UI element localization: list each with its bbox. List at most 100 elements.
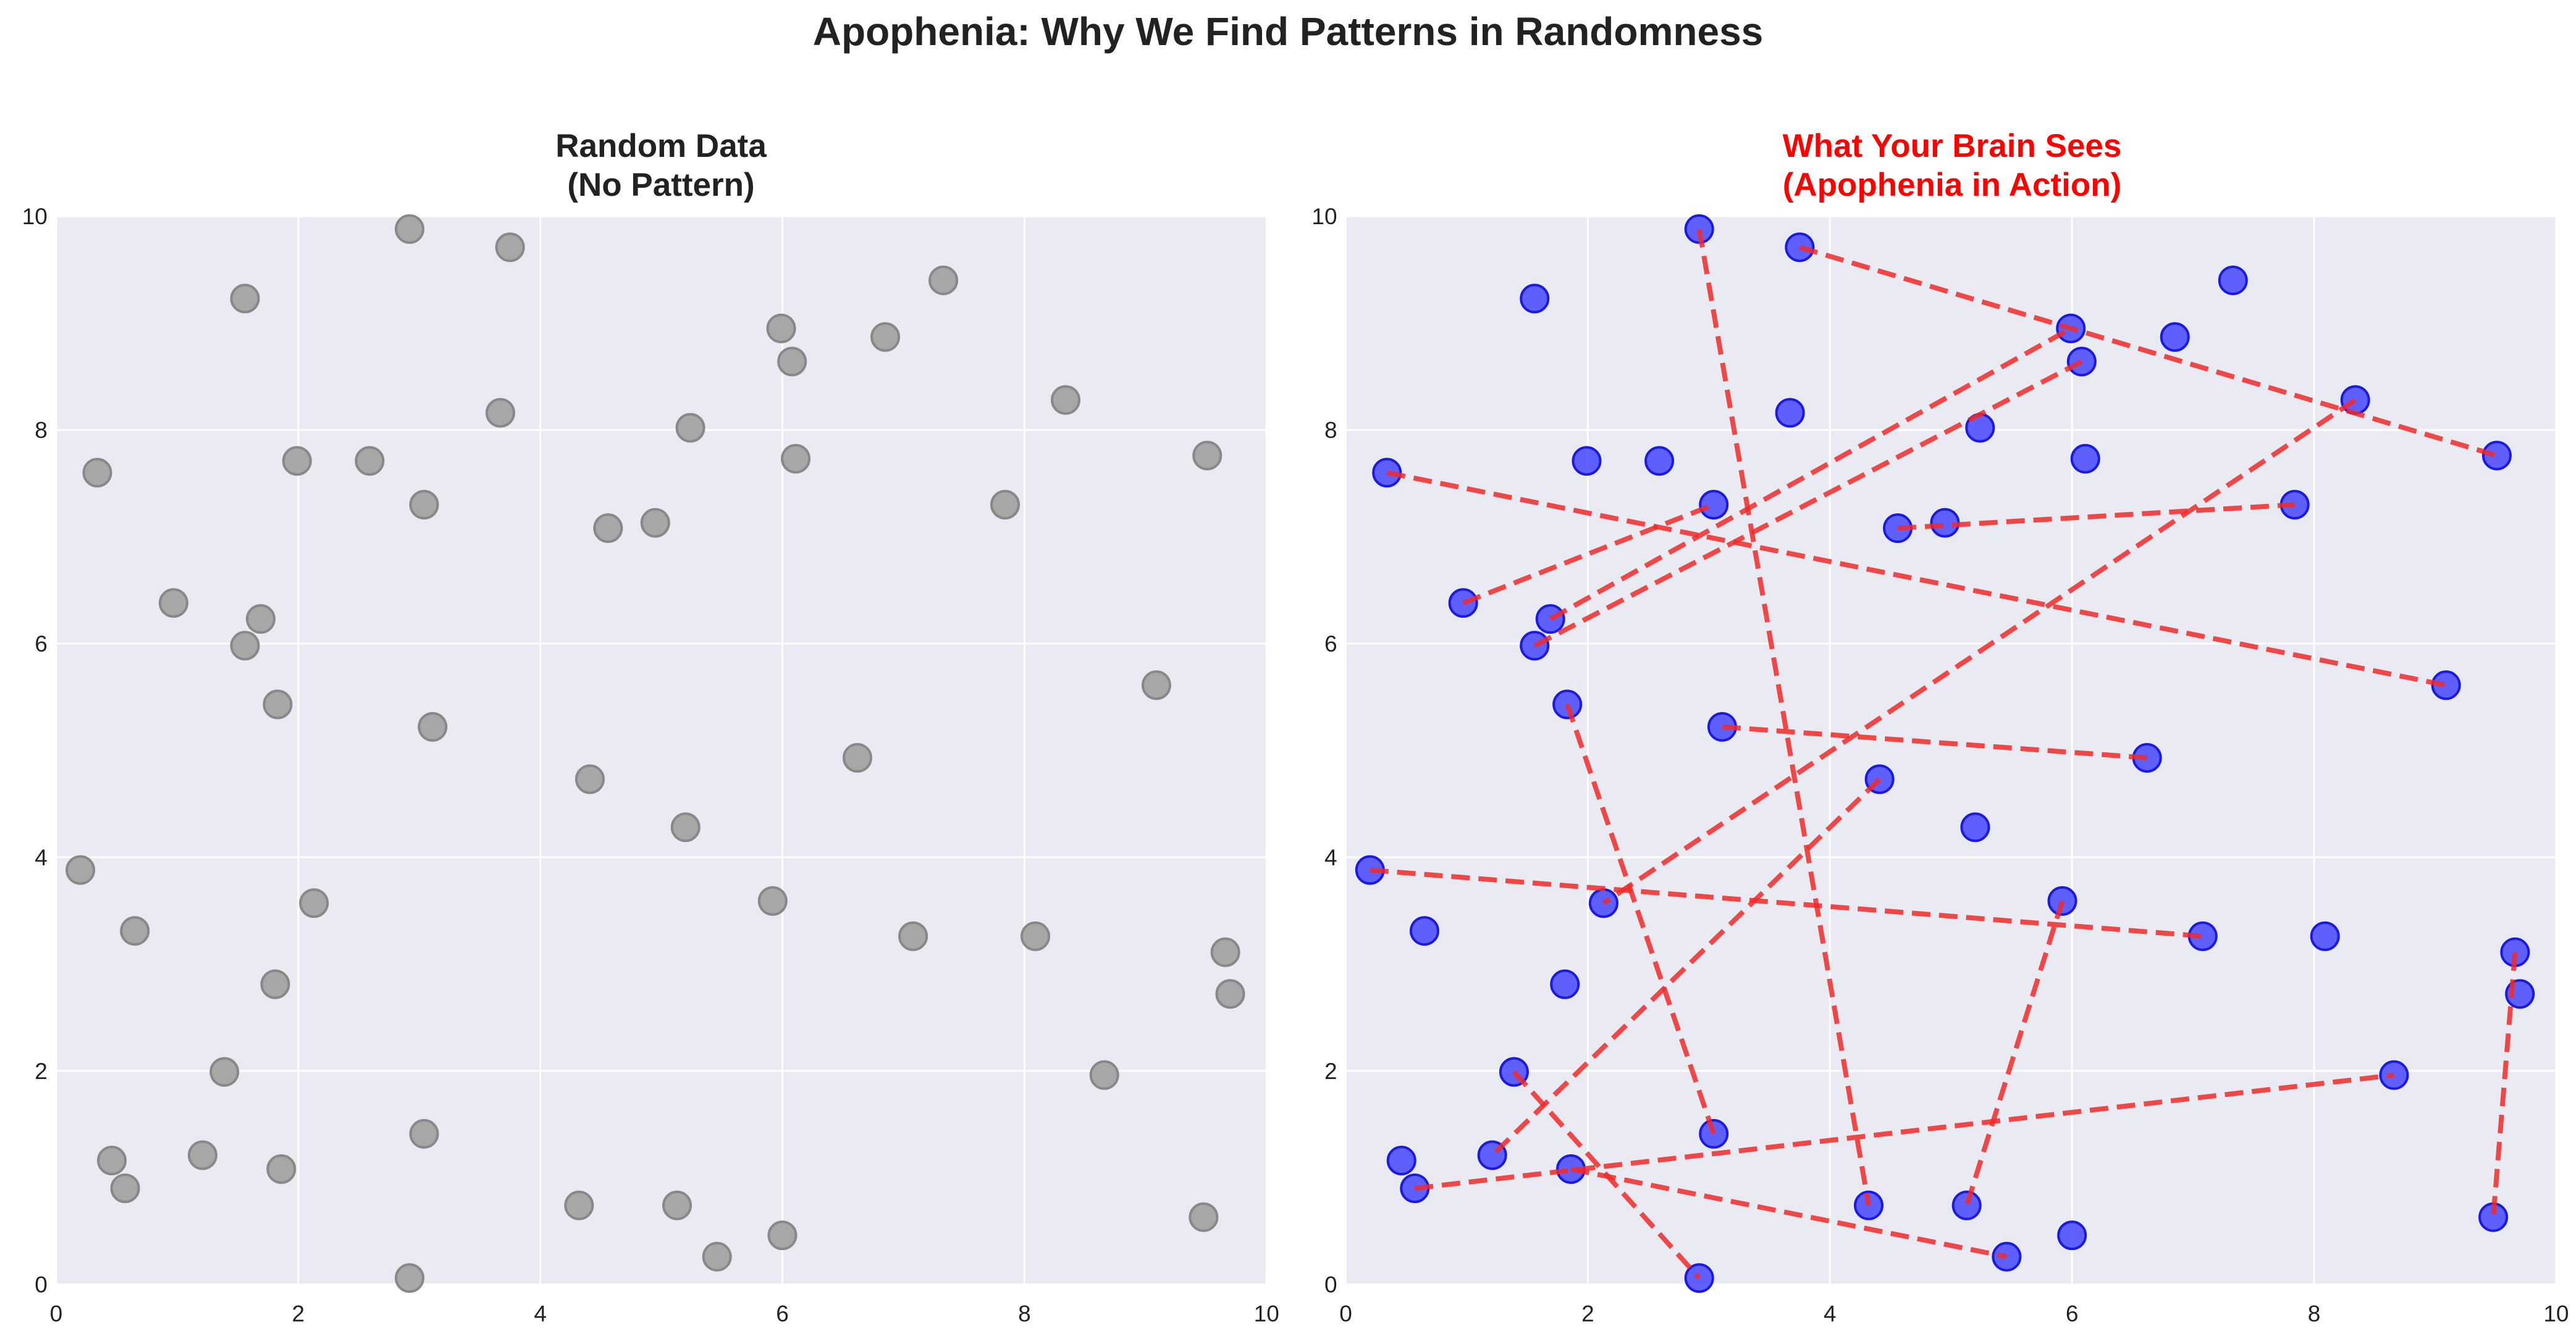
data-point <box>702 1241 732 1272</box>
x-tick-label: 6 <box>2066 1301 2079 1327</box>
data-point <box>299 888 329 918</box>
x-tick-label: 2 <box>292 1301 305 1327</box>
data-point <box>230 283 260 314</box>
data-point <box>1572 446 1602 476</box>
pattern-connection-line <box>1565 703 1716 1135</box>
data-point <box>1775 398 1805 428</box>
data-point <box>1210 937 1240 967</box>
data-point <box>230 631 260 661</box>
right-panel-title: What Your Brain Sees (Apophenia in Actio… <box>1347 127 2557 204</box>
data-point <box>1951 1190 1982 1220</box>
data-point <box>870 322 901 352</box>
y-tick-label: 6 <box>35 631 48 657</box>
data-point <box>97 1146 127 1176</box>
data-point <box>842 743 872 773</box>
data-point <box>2160 322 2190 352</box>
data-point <box>263 689 293 720</box>
data-point <box>564 1190 594 1220</box>
y-tick-label: 2 <box>35 1059 48 1084</box>
pattern-connection-line <box>2491 952 2518 1218</box>
data-point <box>1386 1146 1416 1176</box>
data-point <box>990 490 1021 520</box>
data-point <box>395 1263 425 1293</box>
data-point <box>640 508 670 538</box>
y-tick-label: 0 <box>1324 1272 1337 1298</box>
data-point <box>675 413 705 443</box>
y-tick-label: 4 <box>1324 845 1337 870</box>
y-tick-label: 2 <box>1324 1059 1337 1084</box>
right-title-line1: What Your Brain Sees <box>1782 128 2122 164</box>
data-point <box>418 712 448 742</box>
data-point <box>1021 921 1051 951</box>
data-point <box>766 313 796 343</box>
data-point <box>781 443 811 474</box>
figure-title: Apophenia: Why We Find Patterns in Rando… <box>812 9 1764 54</box>
pattern-connection-line <box>1722 724 2147 761</box>
data-point <box>1699 490 1729 520</box>
data-point <box>928 265 959 295</box>
data-point <box>1409 916 1439 946</box>
x-tick-label: 4 <box>534 1301 547 1327</box>
data-point <box>662 1190 692 1220</box>
data-point <box>593 513 623 544</box>
data-point <box>757 886 788 916</box>
data-point <box>409 490 439 520</box>
data-point <box>1699 1119 1729 1149</box>
y-tick-label: 10 <box>1311 204 1337 229</box>
data-point <box>355 446 385 476</box>
data-point <box>2481 440 2512 471</box>
pattern-connection-line <box>1570 1166 2008 1259</box>
y-tick-label: 10 <box>22 204 48 229</box>
y-tick-label: 6 <box>1324 631 1337 657</box>
pattern-connection-line <box>1602 398 2357 905</box>
data-point <box>1050 385 1080 415</box>
data-point <box>2310 921 2340 951</box>
data-point <box>495 232 525 262</box>
data-point <box>158 588 188 618</box>
data-point <box>282 446 312 476</box>
x-tick-label: 6 <box>776 1301 789 1327</box>
pattern-connection-line <box>1696 229 1871 1206</box>
x-tick-label: 10 <box>1254 1301 1279 1327</box>
pattern-connection-line <box>1490 777 1882 1157</box>
x-tick-label: 10 <box>2543 1301 2569 1327</box>
left-axes-random-data: 0 2 4 6 8 10 0 2 4 6 8 10 <box>22 204 1279 1326</box>
plot-area <box>56 216 1267 1285</box>
data-point <box>65 855 96 885</box>
data-point <box>266 1154 297 1184</box>
pattern-connection-line <box>1799 245 2498 458</box>
x-tick-label: 0 <box>1339 1301 1352 1327</box>
data-point <box>1550 969 1580 999</box>
data-point <box>120 916 150 946</box>
data-point <box>409 1119 439 1149</box>
data-point <box>767 1220 798 1251</box>
data-point <box>670 812 701 842</box>
x-tick-label: 4 <box>1824 1301 1837 1327</box>
right-title-line2: (Apophenia in Action) <box>1782 167 2122 203</box>
pattern-connection-line <box>1386 470 2447 688</box>
data-point <box>2431 670 2461 700</box>
x-tick-label: 8 <box>2308 1301 2321 1327</box>
y-tick-label: 8 <box>1324 418 1337 443</box>
data-point <box>1089 1060 1119 1090</box>
data-point <box>395 214 425 244</box>
data-point <box>187 1140 217 1170</box>
data-point <box>1520 283 1550 314</box>
data-point <box>898 921 928 951</box>
data-point <box>777 346 807 377</box>
data-point <box>1141 670 1171 700</box>
pattern-connection-line <box>1533 359 2083 648</box>
data-point <box>246 604 276 634</box>
data-point <box>575 764 605 794</box>
data-point <box>1189 1202 1219 1232</box>
data-point <box>2070 443 2100 474</box>
left-title-line1: Random Data <box>555 128 767 164</box>
data-point <box>1854 1190 1884 1220</box>
left-title-line2: (No Pattern) <box>567 167 755 203</box>
pattern-connection-line <box>1549 326 2073 621</box>
y-tick-label: 8 <box>35 418 48 443</box>
y-tick-label: 4 <box>35 845 48 870</box>
data-point <box>485 398 515 428</box>
right-axes-brain-sees: 0 2 4 6 8 10 0 2 4 6 8 10 <box>1311 204 2569 1326</box>
